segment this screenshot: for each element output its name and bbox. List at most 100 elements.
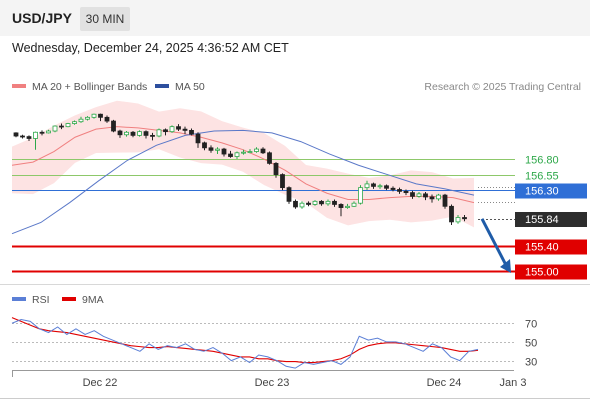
candlesticks: [13, 113, 467, 225]
top-bar: USD/JPY 30 MIN: [0, 0, 590, 36]
x-axis-labels: Dec 22 Dec 23 Dec 24 Jan 3: [83, 377, 527, 389]
candle-body: [338, 204, 344, 208]
legend-rsi: RSI: [32, 294, 50, 306]
candle-body: [195, 133, 201, 144]
candle-body: [137, 131, 142, 136]
price-levels: [12, 159, 515, 273]
candle-body: [156, 129, 162, 137]
x-tick-label: Dec 24: [427, 377, 462, 389]
candle-body: [46, 130, 51, 134]
ma50-line: [11, 129, 475, 235]
candle-body: [189, 129, 194, 135]
level-tag-156.30: [515, 183, 587, 199]
legend-ma20-bollinger: MA 20 + Bollinger Bands: [32, 81, 147, 93]
last-price-tag: [515, 212, 587, 227]
rsi-panel: 70 50 30: [11, 317, 537, 369]
candle-body: [169, 126, 175, 133]
level-tag-155.40: [515, 239, 587, 255]
candle-body: [104, 116, 110, 122]
x-tick-label: Jan 3: [500, 377, 527, 389]
x-tick-label: Dec 23: [255, 377, 290, 389]
candle-body: [319, 200, 324, 205]
level-label-156.55: 156.55: [525, 171, 559, 183]
candle-body: [286, 187, 292, 202]
candle-body: [429, 196, 435, 200]
forecast-arrow-shaft: [480, 218, 509, 268]
candle-body: [423, 193, 428, 198]
candle-body: [455, 217, 461, 223]
rsi-9ma-line: [11, 317, 479, 364]
legend-swatch-ma20: [12, 84, 26, 88]
candle-body: [85, 116, 90, 120]
candle-body: [306, 202, 311, 205]
candle-body: [143, 131, 149, 136]
candle-body: [52, 125, 58, 132]
candle-body: [345, 205, 350, 208]
candle-body: [111, 120, 116, 132]
symbol-title: USD/JPY: [12, 10, 72, 26]
level-label-156.30: 156.30: [525, 186, 559, 198]
rsi-line: [11, 318, 479, 369]
candle-body: [410, 192, 415, 197]
rsi-tick-50: 50: [525, 338, 537, 350]
candle-body: [39, 131, 45, 134]
candle-body: [72, 121, 77, 124]
candle-body: [299, 202, 305, 208]
candle-body: [234, 152, 240, 157]
candle-body: [124, 131, 129, 136]
candle-body: [293, 200, 298, 208]
candle-body: [241, 151, 246, 154]
candle-body: [449, 205, 454, 223]
candle-body: [26, 136, 32, 139]
x-tick-label: Dec 22: [83, 377, 118, 389]
candle-body: [130, 131, 136, 136]
candle-body: [65, 123, 71, 128]
timeframe-button[interactable]: 30 MIN: [80, 7, 130, 31]
candle-body: [176, 126, 181, 130]
candle-body: [312, 200, 318, 205]
candle-body: [150, 134, 155, 137]
candle-body: [98, 113, 103, 118]
candle-body: [332, 200, 337, 205]
legend-9ma: 9MA: [82, 294, 104, 306]
candle-body: [403, 190, 409, 194]
candle-body: [371, 183, 376, 187]
level-labels: 156.80 156.55 156.30 155.40 155.00 155.84: [515, 155, 587, 280]
candle-body: [208, 147, 214, 151]
candle-body: [436, 194, 441, 200]
candle-body: [202, 142, 207, 149]
level-label-156.80: 156.80: [525, 155, 559, 167]
candle-body: [182, 128, 188, 131]
candle-body: [390, 187, 396, 190]
candle-body: [254, 148, 259, 152]
candle-body: [221, 148, 227, 155]
candle-body: [163, 129, 168, 133]
candle-body: [33, 131, 38, 139]
level-label-155.40: 155.40: [525, 242, 559, 254]
legend-swatch-9ma: [62, 297, 76, 301]
candle-body: [416, 193, 422, 197]
candle-body: [260, 148, 266, 154]
candle-body: [397, 189, 402, 192]
level-label-155.00: 155.00: [525, 267, 559, 279]
rsi-tick-30: 30: [525, 357, 537, 369]
candle-body: [384, 185, 389, 189]
candle-body: [59, 125, 64, 128]
level-tag-155.00: [515, 264, 587, 280]
forecast-arrow-head: [500, 259, 511, 274]
legend-swatch-ma50: [155, 84, 169, 88]
candle-body: [273, 162, 279, 175]
candle-body: [280, 174, 285, 189]
candle-body: [117, 130, 123, 136]
candle-body: [377, 185, 383, 188]
candle-body: [462, 217, 467, 220]
candle-body: [20, 135, 25, 138]
candle-body: [267, 152, 272, 164]
source-credit: Research © 2025 Trading Central: [424, 81, 581, 93]
candle-body: [442, 194, 448, 207]
candle-body: [351, 202, 357, 207]
legend-swatch-rsi: [12, 297, 26, 301]
candle-body: [78, 118, 84, 123]
last-price-label: 155.84: [525, 214, 559, 226]
